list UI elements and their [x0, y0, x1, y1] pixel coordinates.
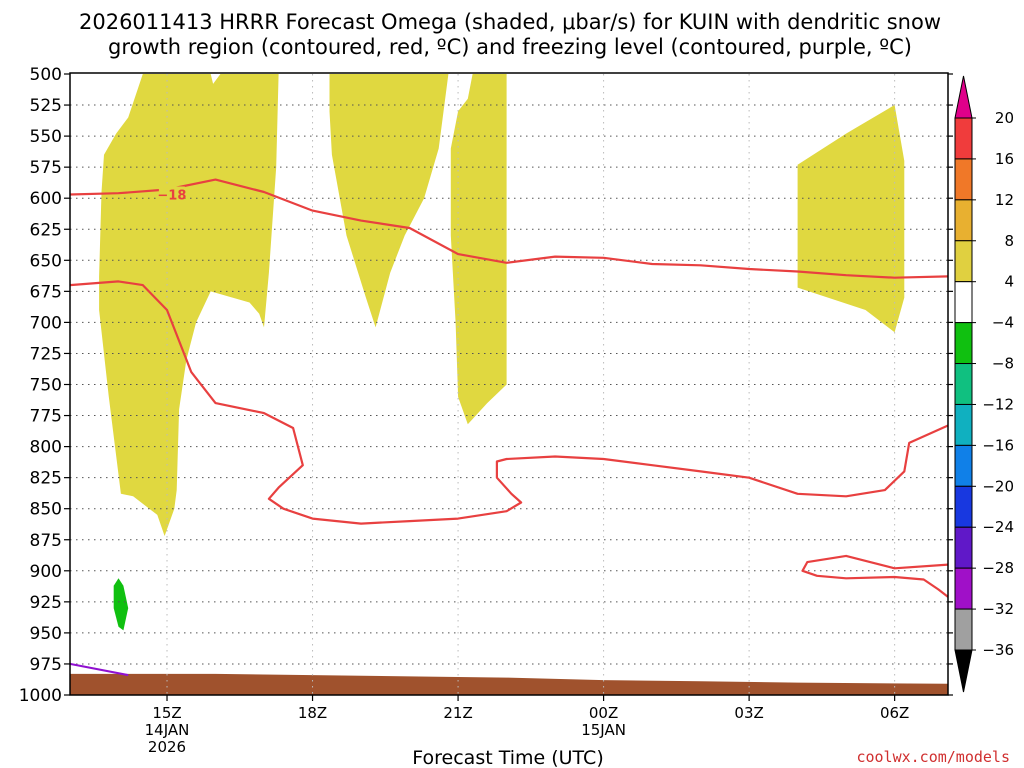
y-axis-ticks: 500 525 550 575 600 625 650 675 700 725 750 775 800 8… [19, 65, 953, 706]
x-tick-date-00Z: 15JAN [581, 721, 626, 739]
colorbar-segment-3 [954, 240, 973, 283]
colorbar-segment-0 [954, 117, 973, 160]
colorbar-label-6: −8 [992, 355, 1014, 373]
y-tick-label-925: 925 [30, 593, 62, 613]
colorbar-bottom-triangle [954, 649, 973, 693]
x-tick-year-15Z: 2026 [148, 738, 186, 756]
colorbar-label-11: −28 [982, 559, 1014, 577]
colorbar-label-12: −32 [982, 600, 1014, 618]
omega-region-c [450, 74, 507, 425]
plot-area [70, 74, 948, 695]
y-tick-label-825: 825 [30, 469, 62, 489]
colorbar-label-13: −36 [982, 641, 1014, 659]
upper-contour [69, 178, 949, 279]
y-tick-label-875: 875 [30, 531, 62, 551]
y-tick-label-800: 800 [30, 438, 62, 458]
x-tick-label-21Z: 21Z [443, 704, 472, 722]
y-tick-label-850: 850 [30, 500, 62, 520]
y-tick-label-900: 900 [30, 562, 62, 582]
y-tick-label-1000: 1000 [19, 686, 62, 706]
colorbar: 20 16 12 8 4 −4 −8 −12 −16 −20 −24 −28 −32 −36 [954, 75, 1014, 693]
colorbar-segment-5 [954, 322, 973, 365]
colorbar-segment-12 [954, 608, 973, 651]
right-contour [801, 554, 949, 598]
y-tick-label-750: 750 [30, 376, 62, 396]
y-tick-label-675: 675 [30, 282, 62, 302]
x-tick-label-06Z: 06Z [880, 704, 909, 722]
colorbar-label-4: 4 [1004, 273, 1014, 291]
terrain-fill [70, 673, 948, 695]
y-tick-label-550: 550 [30, 127, 62, 147]
y-tick-label-575: 575 [30, 158, 62, 178]
y-tick-label-525: 525 [30, 96, 62, 116]
y-tick-label-950: 950 [30, 624, 62, 644]
omega-region-a [99, 74, 279, 536]
y-tick-label-600: 600 [30, 189, 62, 209]
omega-region-e [113, 578, 129, 631]
colorbar-label-1: 16 [995, 150, 1014, 168]
colorbar-top-triangle [954, 75, 973, 119]
y-tick-label-775: 775 [30, 407, 62, 427]
contour-label: −18 [157, 188, 186, 203]
omega-region-b [329, 74, 449, 328]
colorbar-label-10: −24 [982, 518, 1014, 536]
contour-label-bg [158, 186, 185, 201]
chart-title-line-1: 2026011413 HRRR Forecast Omega (shaded, … [79, 10, 941, 34]
colorbar-segment-4 [954, 281, 973, 324]
dendritic-contours: −18 [69, 178, 949, 677]
colorbar-label-7: −12 [982, 395, 1014, 413]
y-tick-label-625: 625 [30, 220, 62, 240]
y-tick-label-650: 650 [30, 251, 62, 271]
omega-region-d [797, 105, 905, 333]
colorbar-segment-2 [954, 199, 973, 242]
x-tick-label-18Z: 18Z [298, 704, 327, 722]
x-tick-label-03Z: 03Z [734, 704, 763, 722]
colorbar-label-9: −20 [982, 477, 1014, 495]
colorbar-label-0: 20 [995, 109, 1014, 127]
credit-text: coolwx.com/models [856, 748, 1010, 766]
lower-contour [69, 280, 949, 525]
colorbar-segment-10 [954, 526, 973, 569]
y-tick-label-725: 725 [30, 344, 62, 364]
y-tick-label-975: 975 [30, 655, 62, 675]
y-tick-label-700: 700 [30, 313, 62, 333]
colorbar-segment-1 [954, 158, 973, 201]
colorbar-label-8: −16 [982, 436, 1014, 454]
x-tick-label-00Z: 00Z [589, 704, 618, 722]
x-tick-label-15Z: 15Z [152, 704, 181, 722]
x-tick-date-15Z: 14JAN [145, 721, 190, 739]
freezing-level-line [69, 662, 129, 677]
colorbar-segment-11 [954, 567, 973, 610]
y-tick-label-500: 500 [30, 65, 62, 85]
colorbar-label-5: −4 [992, 314, 1014, 332]
colorbar-label-2: 12 [995, 191, 1014, 209]
colorbar-segment-7 [954, 403, 973, 446]
colorbar-segment-8 [954, 444, 973, 487]
colorbar-segment-6 [954, 363, 973, 405]
plot-frame [69, 72, 949, 696]
x-axis-label: Forecast Time (UTC) [412, 747, 603, 768]
chart-title-line-2: growth region (contoured, red, ºC) and f… [108, 35, 912, 59]
colorbar-label-3: 8 [1004, 232, 1014, 250]
colorbar-segment-9 [954, 485, 973, 528]
